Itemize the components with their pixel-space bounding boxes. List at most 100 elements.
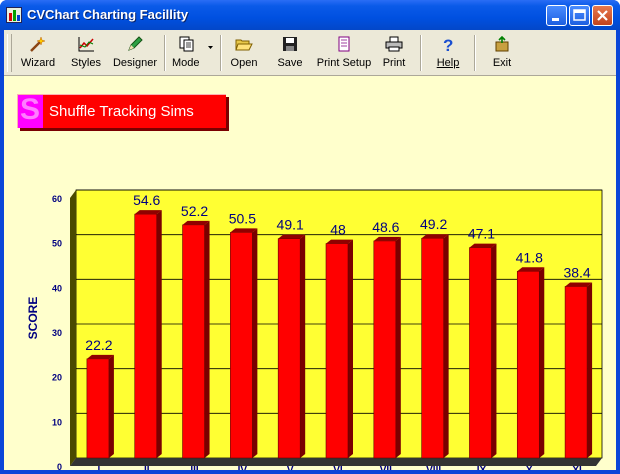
data-label: 38.4	[563, 264, 590, 280]
wizard-button[interactable]: Wizard	[14, 32, 62, 74]
bar-side	[443, 234, 449, 458]
bar-top	[469, 243, 497, 248]
bar-front	[277, 238, 301, 459]
bars: 22.2 54.6 52.2 50.5 49.1 48 48.6 49.2 47.1 41.8 38…	[85, 192, 593, 459]
open-label: Open	[230, 57, 258, 69]
bar-chart: 22.2 54.6 52.2 50.5 49.1 48 48.6 49.2 47.1 41.8 38…	[26, 189, 603, 470]
y-tick-label: 40	[52, 283, 62, 293]
bar-side	[587, 282, 593, 458]
bar-top	[278, 234, 306, 239]
bar-side	[348, 239, 353, 458]
bar-front	[373, 240, 397, 459]
bar-top	[373, 236, 401, 241]
designer-button[interactable]: Designer	[110, 32, 160, 74]
save-button[interactable]: Save	[270, 32, 310, 74]
axis-ticks: 0102030405060IIIIIIIVVVIVIIVIIIIXXXI	[52, 194, 582, 470]
window-title: CVChart Charting Facillity	[27, 7, 189, 22]
bar-side	[156, 210, 162, 458]
title-bar[interactable]: CVChart Charting Facillity	[0, 0, 620, 30]
x-tick-label: VII	[380, 465, 392, 470]
bar-front	[564, 286, 588, 459]
shuffle-logo-icon: S	[18, 93, 43, 128]
wizard-label: Wizard	[20, 57, 56, 69]
plot-side-wall	[70, 190, 76, 466]
data-label: 48	[330, 222, 346, 238]
bar	[182, 220, 210, 459]
printer-icon	[385, 36, 403, 52]
open-button[interactable]: Open	[224, 32, 264, 74]
x-tick-label: III	[190, 465, 199, 470]
client-area: Wizard Styles Designer	[4, 30, 616, 470]
app-icon[interactable]	[6, 7, 22, 23]
data-label: 54.6	[133, 192, 160, 208]
maximize-icon	[573, 9, 586, 21]
minimize-icon	[552, 18, 559, 21]
bar	[564, 282, 593, 459]
bar-front	[516, 270, 540, 459]
bar-top	[86, 354, 114, 359]
bar	[469, 243, 497, 459]
x-tick-label: X	[526, 465, 533, 470]
exit-button[interactable]: Exit	[482, 32, 522, 74]
y-tick-label: 30	[52, 328, 62, 338]
help-button[interactable]: ? Help	[428, 32, 468, 74]
bar-side	[491, 243, 497, 458]
bar-side	[108, 354, 114, 458]
bar-front	[230, 232, 253, 459]
bar-top	[517, 267, 545, 272]
minimize-button[interactable]	[546, 5, 567, 26]
bar	[134, 210, 162, 459]
bar	[516, 267, 545, 459]
x-tick-label: XI	[572, 465, 582, 470]
data-label: 22.2	[85, 337, 112, 353]
toolbar-separator	[474, 35, 476, 71]
bar-top	[421, 234, 449, 239]
x-tick-label: IX	[477, 465, 487, 470]
bar-side	[204, 220, 210, 458]
print-button[interactable]: Print	[376, 32, 412, 74]
styles-button[interactable]: Styles	[64, 32, 108, 74]
y-tick-label: 0	[57, 462, 62, 470]
data-label: 47.1	[468, 226, 495, 242]
y-tick-label: 10	[52, 417, 62, 427]
bar-front	[182, 224, 205, 459]
bar-side	[539, 267, 545, 458]
bar-top	[134, 210, 162, 215]
toolbar-separator	[164, 35, 166, 71]
floppy-disk-icon	[283, 37, 297, 51]
data-label: 49.2	[420, 216, 447, 232]
bar	[325, 239, 353, 459]
bar-side	[395, 236, 401, 458]
print-setup-label: Print Setup	[316, 57, 372, 69]
page-setup-icon	[338, 36, 350, 52]
bar-top	[326, 239, 353, 244]
y-tick-label: 60	[52, 194, 62, 204]
bar	[373, 236, 401, 459]
print-setup-button[interactable]: Print Setup	[314, 32, 374, 74]
bar-front	[325, 243, 349, 459]
bar	[277, 234, 306, 459]
mode-dropdown-button[interactable]: Mode	[168, 32, 216, 74]
y-tick-label: 50	[52, 239, 62, 249]
exit-label: Exit	[492, 57, 512, 69]
maximize-button[interactable]	[569, 5, 590, 26]
x-tick-label: VI	[333, 465, 343, 470]
bar-side	[252, 228, 258, 458]
data-label: 48.6	[372, 219, 399, 235]
bar-front	[86, 358, 110, 459]
toolbar-grip[interactable]	[7, 34, 12, 72]
bar	[230, 228, 258, 459]
x-tick-label: VIII	[426, 465, 441, 470]
data-label: 41.8	[516, 249, 543, 265]
help-question-icon: ?	[443, 36, 453, 52]
help-label: Help	[436, 57, 460, 69]
styles-label: Styles	[71, 57, 101, 69]
y-axis-label: SCORE	[26, 297, 40, 340]
bar-front	[469, 247, 492, 459]
close-button[interactable]	[592, 5, 613, 26]
data-label: 50.5	[229, 210, 256, 226]
designer-label: Designer	[112, 57, 158, 69]
print-label: Print	[382, 57, 406, 69]
save-label: Save	[277, 57, 303, 69]
